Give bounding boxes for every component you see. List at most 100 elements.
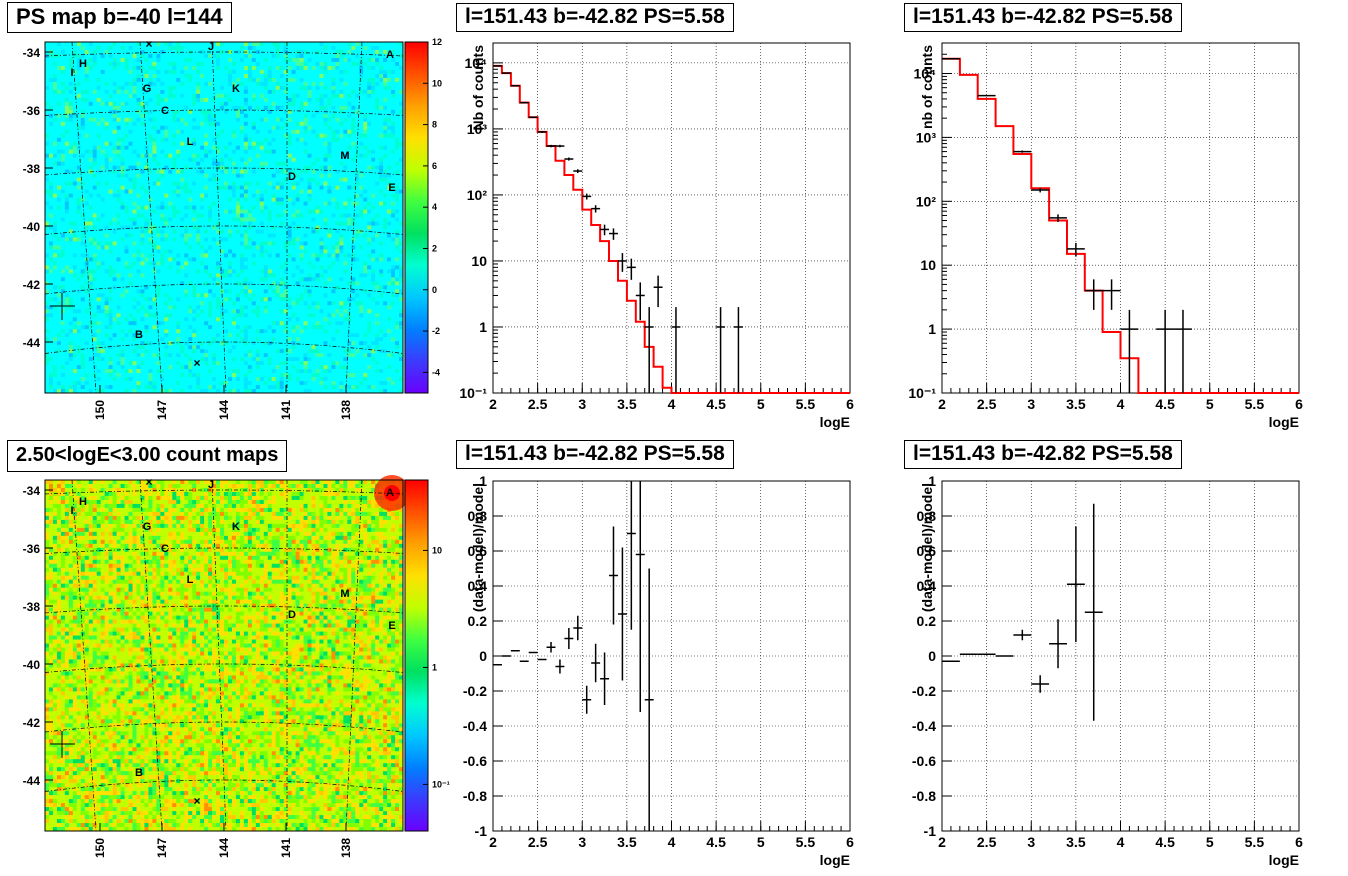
x-tick-label: 5.5	[796, 834, 816, 850]
x-tick-label: 3.5	[1066, 834, 1086, 850]
graticule-latitude	[44, 51, 404, 57]
graticule-latitude	[44, 779, 404, 792]
graticule-latitude	[44, 109, 404, 116]
y-tick-label: -0.2	[463, 683, 487, 699]
source-label: C	[161, 543, 169, 555]
x-tick-label: 3	[1027, 834, 1035, 850]
x-tick-label: 4	[1117, 834, 1125, 850]
x-tick-label: 4	[668, 834, 676, 850]
graticule-latitude	[44, 721, 404, 733]
y-tick-label: 10³	[916, 129, 937, 145]
y-tick-label: 1	[479, 473, 487, 489]
x-tick-label: 138	[339, 838, 353, 858]
y-tick-label: 1	[479, 319, 487, 335]
source-label: M	[340, 150, 349, 162]
y-tick-label: -0.8	[912, 788, 936, 804]
y-tick-label: -1	[475, 823, 488, 839]
x-tick-label: 5	[757, 834, 765, 850]
count-map-panel: -34 -36 -38 -40 -42 -44 150 147 144 141 138 A B C D E G H…	[23, 475, 450, 858]
spectrum-counts-plot-fine: 2 2.5 3 3.5 4 4.5 5 5.5 6 10⁴ 10³ 10² 10 1 10⁻¹ logE Nb …	[459, 42, 854, 430]
colorbar-tick-label: 8	[432, 120, 437, 130]
x-tick-label: 141	[279, 838, 293, 858]
marker-x-icon: ×	[193, 356, 200, 370]
graticule	[44, 479, 404, 832]
x-tick-label: 141	[279, 400, 293, 420]
x-tick-label: 2.5	[977, 396, 997, 412]
y-tick-label: 0	[479, 648, 487, 664]
y-axis-title: nb of counts	[919, 45, 935, 129]
x-tick-label: 144	[217, 400, 231, 420]
graticule-latitude	[44, 167, 404, 176]
x-tick-label: 6	[846, 834, 854, 850]
x-tick-label: 2.5	[977, 834, 997, 850]
source-label: I	[70, 505, 73, 517]
map-pixels	[45, 42, 404, 394]
graticule-latitude	[44, 663, 404, 673]
x-tick-label: 2.5	[528, 396, 548, 412]
spectrum-counts-plot-coarse: 2 2.5 3 3.5 4 4.5 5 5.5 6 10⁴ 10³ 10² 10 1 10⁻¹ logE nb …	[908, 42, 1303, 430]
y-tick-label: -40	[23, 220, 41, 234]
y-tick-label: 0.2	[917, 613, 937, 629]
source-label: C	[161, 105, 169, 117]
x-tick-label: 2	[938, 396, 946, 412]
x-tick-label: 2	[489, 834, 497, 850]
x-tick-label: 3	[578, 834, 586, 850]
y-tick-label: -0.4	[912, 718, 936, 734]
y-tick-label: -0.8	[463, 788, 487, 804]
colorbar-tick-label: -2	[432, 326, 440, 336]
source-label: L	[187, 574, 194, 586]
graticule-latitude	[44, 605, 404, 614]
source-label: E	[388, 182, 395, 194]
x-tick-label: 147	[155, 838, 169, 858]
x-tick-label: 150	[93, 838, 107, 858]
y-tick-label: 10⁻¹	[459, 385, 487, 401]
y-tick-label: -1	[924, 823, 937, 839]
y-tick-label: 10	[920, 257, 936, 273]
x-tick-label: 6	[1295, 834, 1303, 850]
y-tick-label: 10⁴	[465, 55, 488, 71]
graticule-latitude	[44, 341, 404, 354]
y-tick-label: 10	[471, 253, 487, 269]
marker-x-icon: ×	[145, 37, 152, 51]
y-tick-label: -0.6	[912, 753, 936, 769]
x-tick-label: 4.5	[706, 396, 726, 412]
x-tick-label: 3	[1027, 396, 1035, 412]
map-title: 2.50<logE<3.00 count maps	[7, 440, 288, 472]
y-tick-label: 10³	[467, 121, 488, 137]
source-label: G	[143, 521, 152, 533]
y-tick-label: 0.8	[917, 508, 937, 524]
x-tick-label: 3.5	[1066, 396, 1086, 412]
x-tick-label: 2.5	[528, 834, 548, 850]
x-tick-label: 5	[1206, 396, 1214, 412]
x-axis-title: logE	[820, 414, 850, 430]
y-tick-label: -44	[23, 774, 41, 788]
y-tick-label: 1	[928, 473, 936, 489]
y-tick-label: -38	[23, 162, 41, 176]
source-label: J	[208, 41, 214, 53]
x-tick-label: 3	[578, 396, 586, 412]
colorbar-tick-label: 10	[432, 78, 442, 88]
colorbar-tick-label: 10⁻¹	[432, 779, 450, 789]
x-tick-label: 5	[1206, 834, 1214, 850]
map-pixels	[45, 480, 404, 832]
source-label: H	[79, 58, 87, 70]
source-label: K	[232, 83, 240, 95]
y-axis-title: Nb of counts	[470, 45, 486, 131]
source-label: A	[386, 49, 394, 61]
y-tick-label: -44	[23, 336, 41, 350]
y-tick-label: 1	[928, 321, 936, 337]
x-tick-label: 2	[489, 396, 497, 412]
y-tick-label: -42	[23, 278, 41, 292]
source-label: D	[288, 171, 296, 183]
y-tick-label: 10⁴	[914, 65, 937, 81]
x-axis-title: logE	[820, 852, 850, 868]
graticule-latitude	[44, 225, 404, 235]
y-tick-label: 10⁻¹	[908, 385, 936, 401]
map-title: PS map b=-40 l=144	[7, 2, 232, 33]
y-tick-label: -34	[23, 484, 41, 498]
y-tick-label: -36	[23, 542, 41, 556]
x-tick-label: 6	[1295, 396, 1303, 412]
source-label: G	[143, 83, 152, 95]
x-tick-label: 5	[757, 396, 765, 412]
